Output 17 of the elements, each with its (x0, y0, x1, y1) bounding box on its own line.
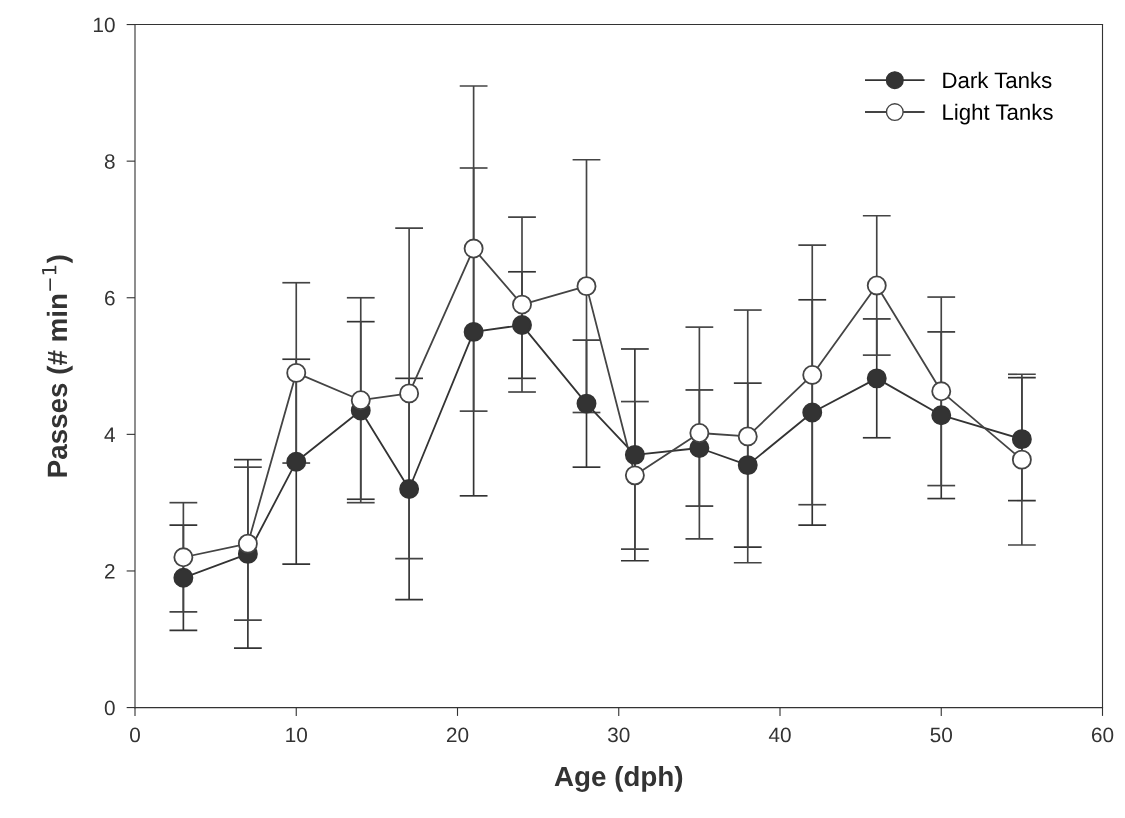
y-axis-title: Passes (# min$^{−1}$) (42, 255, 73, 477)
x-tick-label: 0 (130, 727, 140, 743)
x-tick-label: 50 (930, 727, 953, 743)
y-tick-label: 10 (93, 17, 115, 33)
legend-label: Dark Tanks (943, 71, 1052, 89)
y-tick-label: 6 (105, 290, 115, 306)
y-tick-label: 8 (104, 154, 115, 169)
y-tick-label: 0 (104, 700, 115, 716)
x-tick-label: 60 (1091, 727, 1114, 743)
x-tick-label: 20 (446, 727, 469, 743)
x-tick-label: 30 (607, 727, 630, 743)
x-tick-label: 10 (286, 727, 308, 743)
legend-label: Light Tanks (943, 103, 1053, 125)
y-tick-label: 4 (104, 427, 115, 442)
y-tick-label: 2 (105, 563, 115, 579)
x-tick-label: 40 (768, 727, 791, 743)
x-axis-title: Age (dph) (554, 765, 683, 792)
